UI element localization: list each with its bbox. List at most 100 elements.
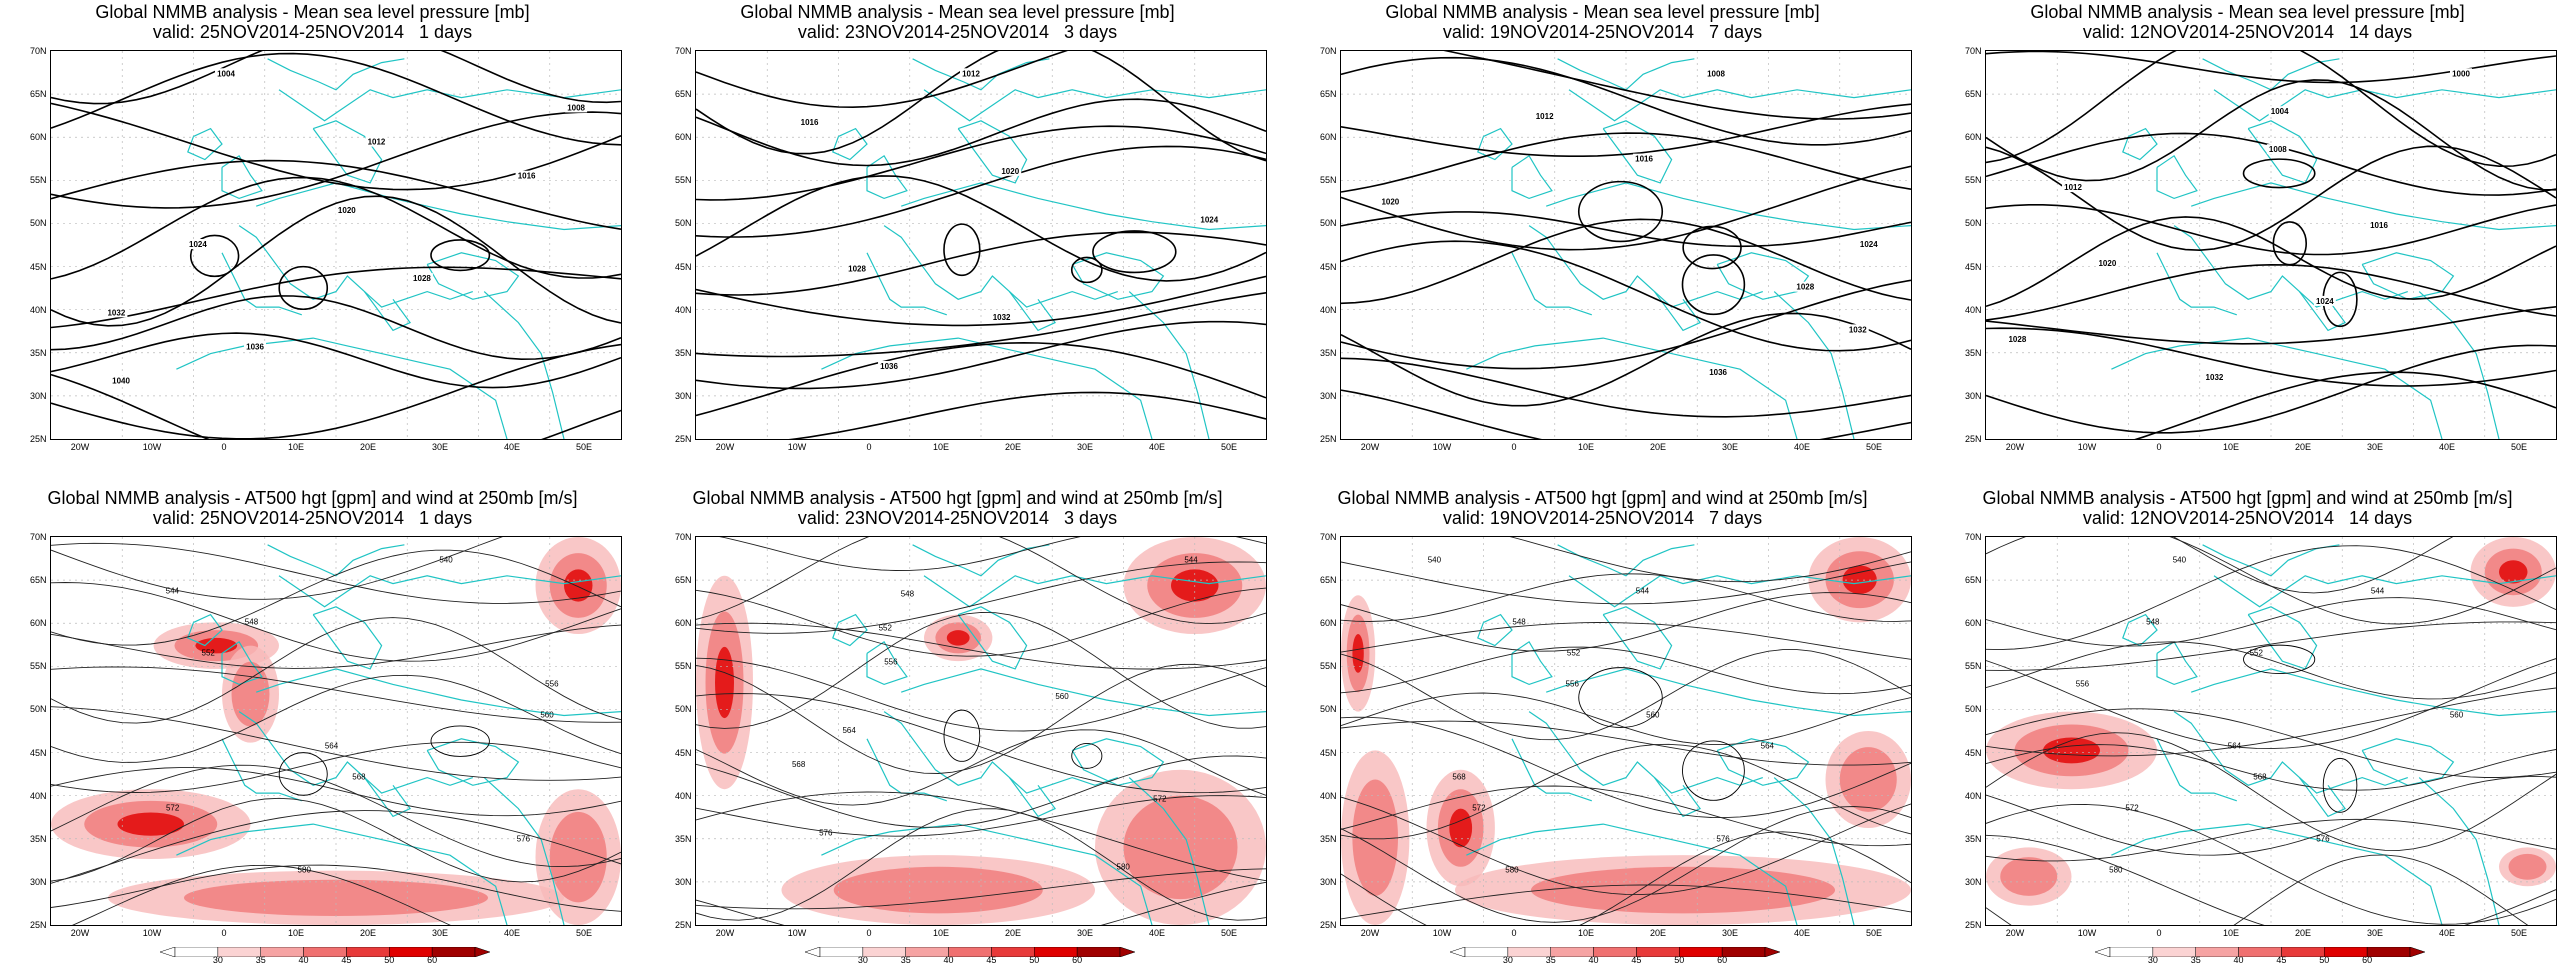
- map-area[interactable]: 1008 1012 1016 1020 1024 1028 1032 1036: [1340, 50, 1912, 440]
- map-panel: Global NMMB analysis - AT500 hgt [gpm] a…: [645, 486, 1270, 965]
- map-canvas: 544 548 552 556 560 564 568 572 576 580: [696, 537, 1266, 925]
- map-area[interactable]: 1000 1004 1008 1012 1016 1020 1024 1028 1032: [1985, 50, 2557, 440]
- colorbar-scale: [804, 946, 1136, 958]
- contour-label: 1028: [1796, 283, 1814, 292]
- contour-label: 1036: [246, 342, 264, 351]
- contour-label: 560: [540, 710, 554, 719]
- latitude-label: 40N: [1965, 790, 1982, 801]
- longitude-label: 20W: [1360, 928, 1380, 938]
- latitude-label: 35N: [1320, 833, 1337, 844]
- contour-label: 552: [202, 648, 216, 657]
- latitude-label: 25N: [1320, 434, 1337, 444]
- contour-label: 1016: [1635, 155, 1653, 164]
- colorbar-tick-label: 60: [1717, 955, 1728, 965]
- panel-valid-period: valid: 23NOV2014-25NOV2014 3 days: [797, 508, 1118, 528]
- latitude-label: 25N: [1320, 920, 1337, 930]
- contour-label: 1028: [2008, 335, 2026, 344]
- map-canvas: 1004 1008 1012 1016 1020 1024 1028 1032 1036 1040: [51, 51, 621, 439]
- wind-colorbar: 30 35 40 45 50 60: [2094, 944, 2426, 966]
- panel-title: Global NMMB analysis - Mean sea level pr…: [95, 2, 530, 22]
- latitude-label: 50N: [1965, 218, 1982, 229]
- latitude-label: 35N: [30, 833, 47, 844]
- contour-label: 576: [819, 828, 833, 837]
- colorbar-tick-label: 30: [2147, 955, 2158, 965]
- contour-label: 568: [352, 773, 366, 782]
- contour-label: 540: [1428, 555, 1442, 564]
- map-area[interactable]: 540 544 548 552 556 560 564 568 572 576 580: [50, 536, 622, 926]
- contour-label: 556: [884, 658, 898, 667]
- contour-label: 560: [2450, 710, 2464, 719]
- colorbar-tick-label: 30: [857, 955, 868, 965]
- colorbar-tick-label: 50: [1674, 955, 1685, 965]
- latitude-label: 50N: [30, 704, 47, 715]
- panel-title: Global NMMB analysis - AT500 hgt [gpm] a…: [47, 488, 578, 508]
- latitude-label: 40N: [1965, 304, 1982, 315]
- latitude-label: 50N: [1320, 218, 1337, 229]
- longitude-label: 40E: [1793, 442, 1811, 452]
- contour-label: 544: [1636, 586, 1650, 595]
- latitude-label: 60N: [1320, 132, 1337, 143]
- longitude-label: 10E: [287, 928, 305, 938]
- contour-label: 1036: [1709, 368, 1727, 377]
- latitude-label: 35N: [675, 347, 692, 358]
- longitude-label: 40E: [2438, 442, 2456, 452]
- latitude-label: 45N: [30, 261, 47, 272]
- latitude-label: 45N: [1320, 261, 1337, 272]
- longitude-label: 20W: [2005, 442, 2025, 452]
- longitude-label: 0: [2156, 442, 2162, 452]
- map-area[interactable]: 1012 1016 1020 1024 1028 1032 1036: [695, 50, 1267, 440]
- contour-label: 564: [1761, 742, 1775, 751]
- longitude-label: 20E: [359, 928, 377, 938]
- latitude-label: 35N: [1965, 833, 1982, 844]
- latitude-label: 65N: [675, 89, 692, 100]
- colorbar-tick-label: 40: [298, 955, 309, 965]
- contour-label: 544: [2371, 586, 2385, 595]
- latitude-label: 60N: [1320, 618, 1337, 629]
- map-panel: Global NMMB analysis - AT500 hgt [gpm] a…: [0, 486, 625, 965]
- map-area[interactable]: 540 544 548 552 556 560 564 568 572 576 580: [1340, 536, 1912, 926]
- latitude-label: 40N: [30, 304, 47, 315]
- contour-label: 564: [325, 742, 339, 751]
- longitude-label: 10W: [787, 928, 807, 938]
- longitude-label: 40E: [503, 442, 521, 452]
- map-area[interactable]: 544 548 552 556 560 564 568 572 576 580: [695, 536, 1267, 926]
- colorbar-tick-label: 50: [2319, 955, 2330, 965]
- map-panel: Global NMMB analysis - Mean sea level pr…: [1290, 0, 1915, 470]
- panel-title: Global NMMB analysis - Mean sea level pr…: [2030, 2, 2465, 22]
- latitude-label: 50N: [30, 218, 47, 229]
- contour-label: 560: [1055, 692, 1069, 701]
- latitude-label: 40N: [675, 790, 692, 801]
- wind-colorbar: 30 35 40 45 50 60: [159, 944, 491, 966]
- longitude-label: 50E: [1865, 442, 1883, 452]
- longitude-label: 10E: [2222, 928, 2240, 938]
- colorbar-tick-label: 35: [2190, 955, 2201, 965]
- panel-valid-period: valid: 23NOV2014-25NOV2014 3 days: [797, 22, 1118, 42]
- wind-colorbar: 30 35 40 45 50 60: [804, 944, 1136, 966]
- latitude-label: 55N: [675, 661, 692, 672]
- panel-title: Global NMMB analysis - AT500 hgt [gpm] a…: [1337, 488, 1868, 508]
- contour-label: 1036: [880, 362, 898, 371]
- latitude-label: 40N: [1320, 790, 1337, 801]
- latitude-label: 70N: [675, 46, 692, 56]
- map-canvas: 1008 1012 1016 1020 1024 1028 1032 1036: [1341, 51, 1911, 439]
- colorbar-tick-label: 30: [1502, 955, 1513, 965]
- map-area[interactable]: 540 544 548 552 556 560 564 568 572 576 580: [1985, 536, 2557, 926]
- contour-label: 1020: [338, 206, 356, 215]
- contour-label: 576: [2316, 835, 2330, 844]
- map-canvas: 540 544 548 552 556 560 564 568 572 576 580: [1986, 537, 2556, 925]
- wind-colorbar: 30 35 40 45 50 60: [1449, 944, 1781, 966]
- contour-label: 568: [2253, 773, 2267, 782]
- latitude-label: 45N: [675, 261, 692, 272]
- longitude-label: 10E: [932, 928, 950, 938]
- map-area[interactable]: 1004 1008 1012 1016 1020 1024 1028 1032 1036 1040: [50, 50, 622, 440]
- contour-label: 552: [2250, 648, 2264, 657]
- latitude-label: 45N: [1965, 261, 1982, 272]
- longitude-label: 10E: [1577, 928, 1595, 938]
- latitude-label: 30N: [30, 876, 47, 887]
- latitude-label: 65N: [1320, 575, 1337, 586]
- contour-label: 1016: [518, 172, 536, 181]
- contour-label: 556: [545, 679, 559, 688]
- colorbar-tick-label: 40: [2233, 955, 2244, 965]
- panel-title: Global NMMB analysis - Mean sea level pr…: [1385, 2, 1820, 22]
- longitude-label: 20E: [1649, 928, 1667, 938]
